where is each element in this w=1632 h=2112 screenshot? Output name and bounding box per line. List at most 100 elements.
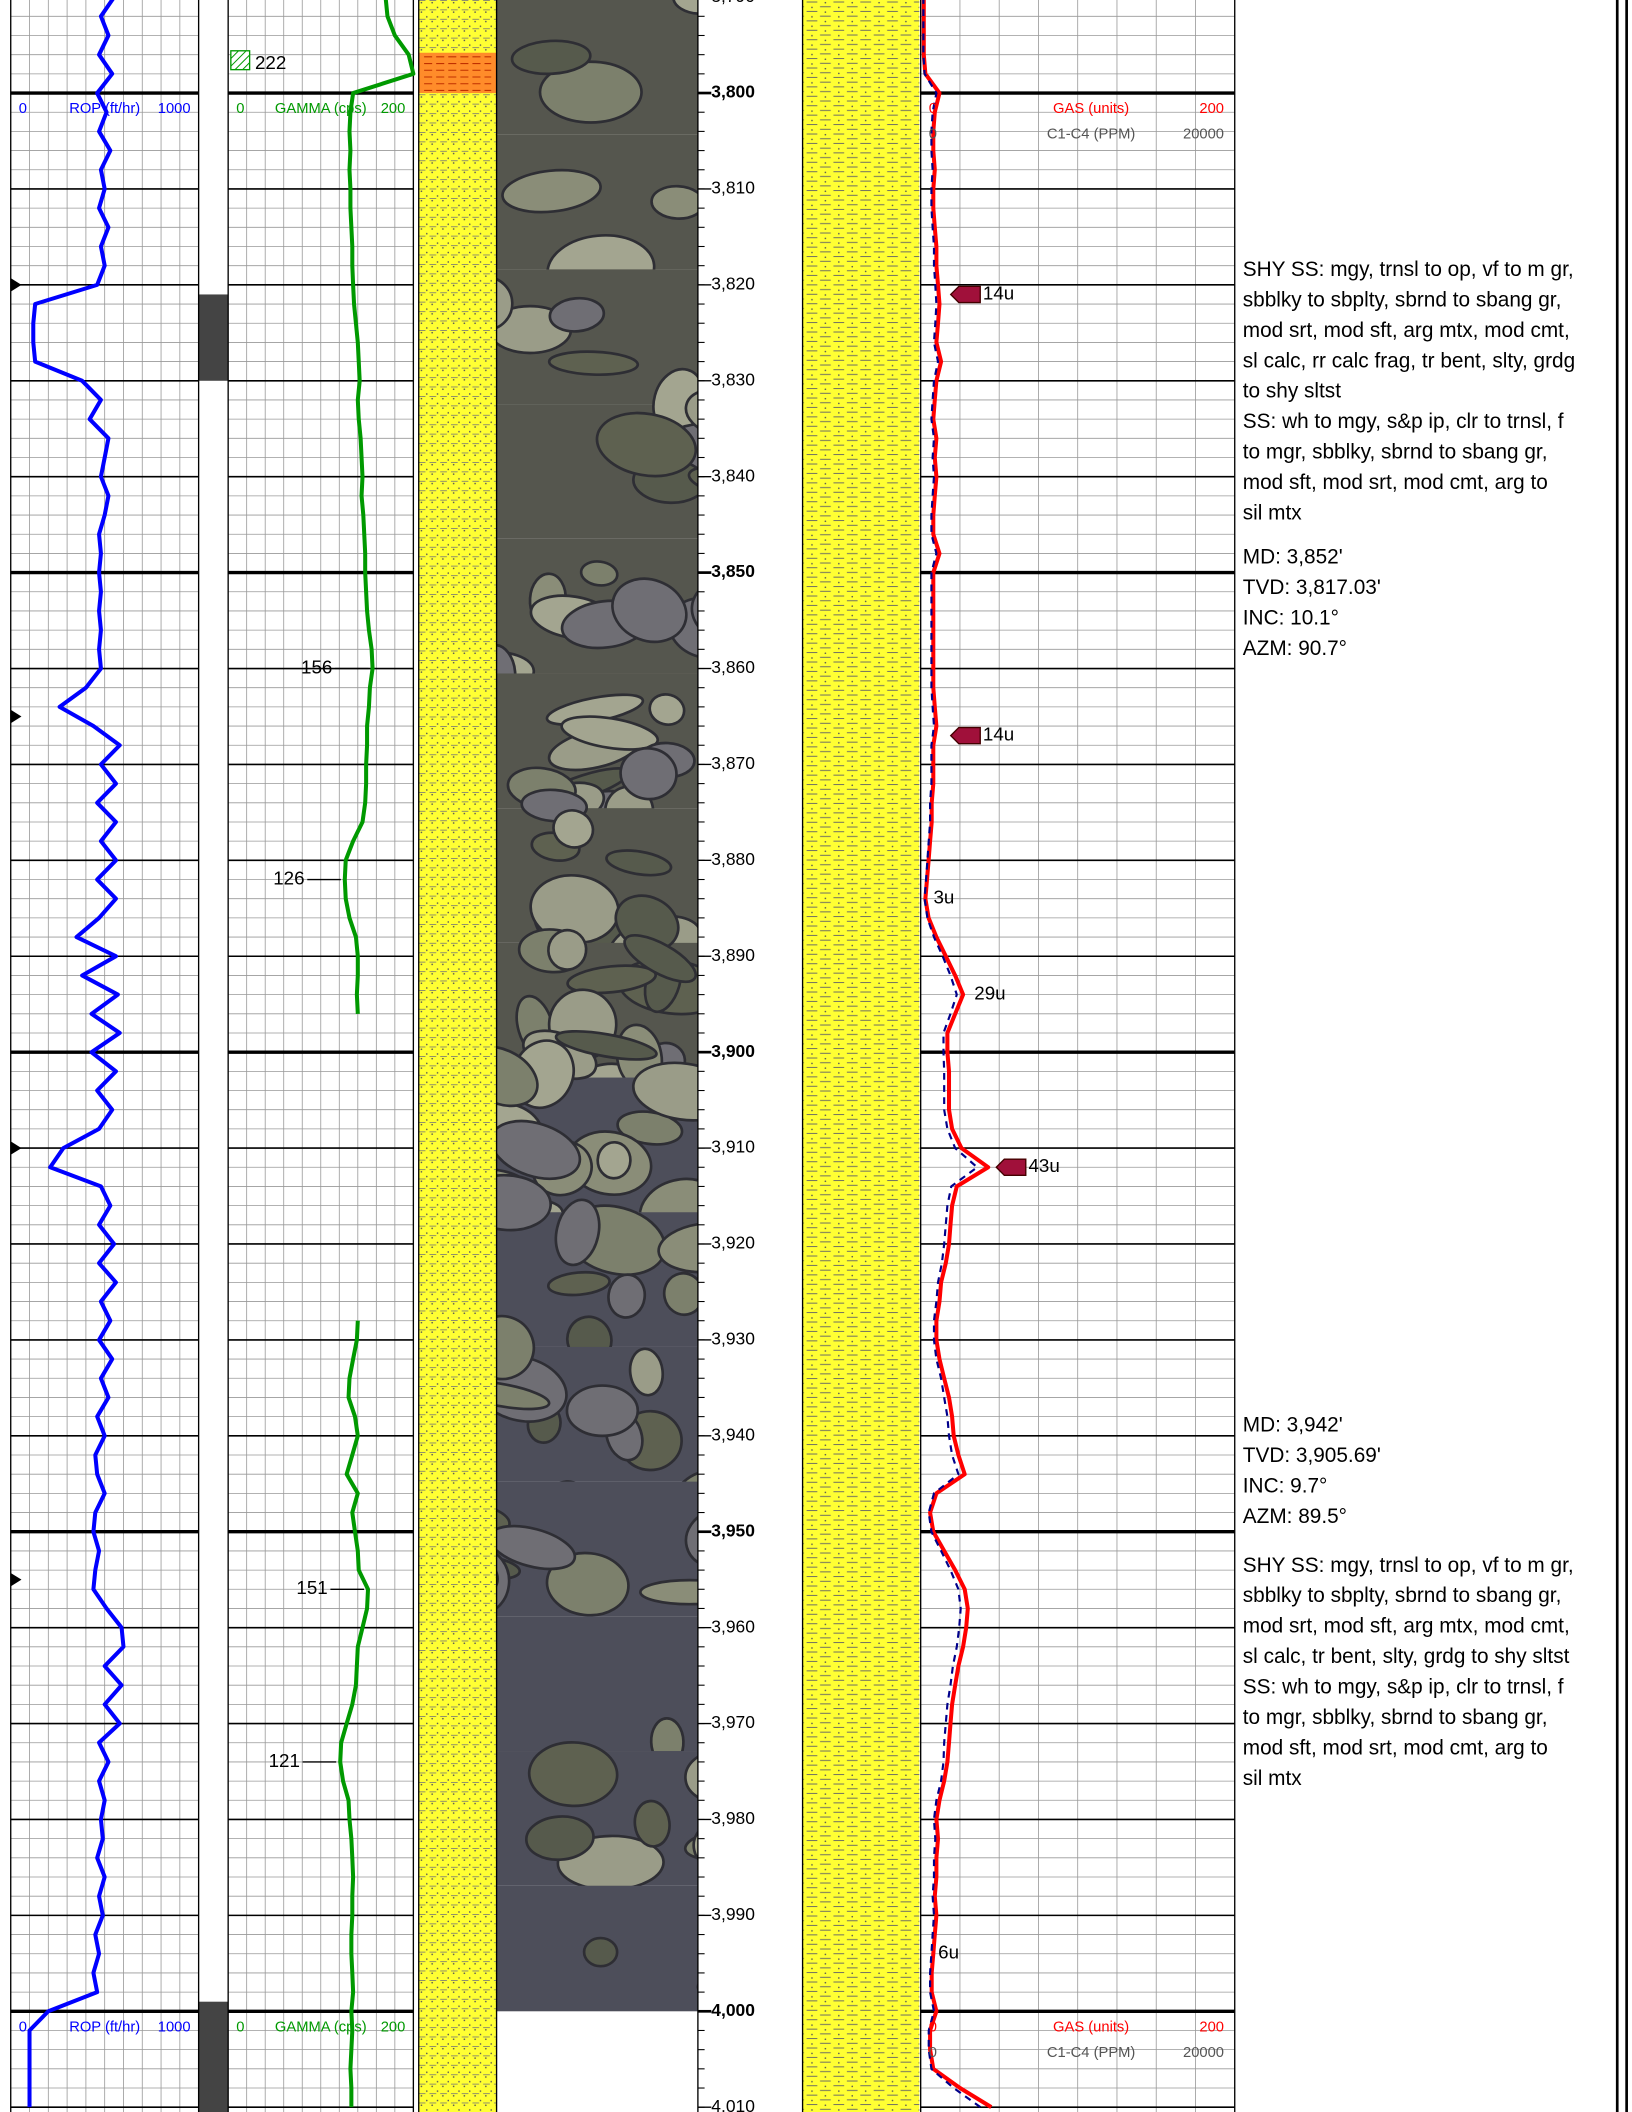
- axis-max: 20000: [1183, 127, 1224, 143]
- curve: [921, 0, 993, 2109]
- rock: [560, 715, 660, 751]
- rock: [979, 194, 1038, 249]
- description-line: SS: wh to mgy, s&p ip, clr to trnsl, f: [1243, 1675, 1564, 1698]
- rock: [683, 1825, 698, 1862]
- rock: [107, 298, 186, 375]
- description-line: to mgr, sbblky, sbrnd to sbang gr,: [1243, 1706, 1548, 1729]
- rock: [294, 1696, 372, 1775]
- rock: [547, 350, 640, 377]
- depth-label: 3,910: [711, 1137, 755, 1157]
- rock: [501, 168, 602, 214]
- rock: [554, 1198, 601, 1267]
- rock: [547, 928, 588, 971]
- rock: [662, 1271, 698, 1317]
- rock: [631, 1061, 698, 1122]
- axis-min: 0: [19, 101, 27, 117]
- depth-label: 3,990: [711, 1904, 755, 1924]
- axis-name: GAMMA (cps): [275, 2019, 367, 2035]
- rock: [639, 1578, 698, 1606]
- rock: [616, 1110, 684, 1146]
- rock: [331, 1883, 392, 1940]
- annotation: 3u: [933, 887, 954, 908]
- axis-min: 0: [236, 101, 244, 117]
- rock: [496, 1173, 552, 1232]
- depth-label: 3,980: [711, 1808, 755, 1828]
- rock: [923, 1854, 1032, 1941]
- depth-label: 3,840: [711, 465, 755, 485]
- description-line: TVD: 3,905.69': [1243, 1444, 1381, 1467]
- axis-name: C1-C4 (PPM): [1047, 2045, 1135, 2061]
- rock: [496, 1524, 577, 1571]
- gas-flag: [949, 726, 981, 745]
- annotation: 151: [296, 1577, 327, 1598]
- axis-max: 1000: [158, 2019, 191, 2035]
- description-line: INC: 10.1°: [1243, 607, 1339, 630]
- depth-label: 4,000: [711, 2000, 755, 2020]
- description-line: sil mtx: [1243, 1767, 1302, 1790]
- rock: [696, 1963, 698, 2000]
- overscale-icon: [230, 50, 251, 71]
- rock: [579, 560, 619, 587]
- rock: [684, 387, 698, 438]
- litho-column: [418, 0, 497, 2112]
- axis-max: 20000: [1183, 2045, 1224, 2061]
- background: [107, 0, 1038, 2112]
- depth-label: 3,830: [711, 369, 755, 389]
- axis-name: GAS (units): [1053, 101, 1129, 117]
- annotation: 121: [269, 1750, 300, 1771]
- depth-label: 4,010: [711, 2096, 755, 2112]
- depth-label: 3,940: [711, 1424, 755, 1444]
- depth-label: 3,890: [711, 945, 755, 965]
- rock: [496, 1314, 536, 1381]
- rock: [582, 1936, 619, 1968]
- depth-label: 3,860: [711, 657, 755, 677]
- depth-label: 3,930: [711, 1328, 755, 1348]
- depth-label: 3,920: [711, 1233, 755, 1253]
- rock: [595, 411, 698, 478]
- depth-marker: [10, 1572, 22, 1587]
- rock: [496, 1119, 582, 1181]
- rock: [713, 1625, 778, 1704]
- depth-label: 3,950: [711, 1520, 755, 1540]
- depth-label: 3,800: [711, 82, 755, 102]
- description-line: TVD: 3,817.03': [1243, 576, 1381, 599]
- rock: [605, 849, 673, 877]
- rock: [496, 1502, 511, 1539]
- description-line: MD: 3,852': [1243, 546, 1343, 569]
- depth-label: 3,900: [711, 1041, 755, 1061]
- axis-name: C1-C4 (PPM): [1047, 127, 1135, 143]
- description-line: to shy sltst: [1243, 380, 1341, 403]
- rock: [524, 1815, 595, 1862]
- axis-max: 200: [1199, 101, 1224, 117]
- rock: [702, 1747, 774, 1794]
- rock: [191, 612, 264, 676]
- rock: [657, 1221, 698, 1274]
- axis-max: 200: [1199, 2019, 1224, 2035]
- curve: [338, 0, 416, 2108]
- rock: [335, 773, 403, 852]
- rock: [299, 236, 348, 273]
- depth-marker: [10, 709, 22, 724]
- description-line: sl calc, tr bent, slty, grdg to shy slts…: [1243, 1645, 1570, 1668]
- rock: [242, 285, 305, 353]
- depth-label: 3,820: [711, 273, 755, 293]
- axis-name: GAS (units): [1053, 2019, 1129, 2035]
- description-line: sil mtx: [1243, 501, 1302, 524]
- litho-percent-column: [802, 0, 920, 2112]
- description-line: SHY SS: mgy, trnsl to op, vf to m gr,: [1243, 1554, 1574, 1577]
- rock: [496, 275, 514, 332]
- description-line: SHY SS: mgy, trnsl to op, vf to m gr,: [1243, 258, 1574, 281]
- description-line: mod srt, mod sft, arg mtx, mod cmt,: [1243, 1615, 1570, 1638]
- axis-max: 200: [381, 101, 406, 117]
- rock: [548, 296, 606, 333]
- annotation: 29u: [974, 983, 1005, 1004]
- rock: [180, 291, 281, 381]
- axis-min: 0: [929, 101, 937, 117]
- rock: [611, 577, 688, 644]
- rock: [297, 639, 374, 722]
- marks: [10, 0, 993, 2109]
- axis-name: ROP (ft/hr): [69, 2019, 140, 2035]
- annotation: 14u: [983, 724, 1014, 745]
